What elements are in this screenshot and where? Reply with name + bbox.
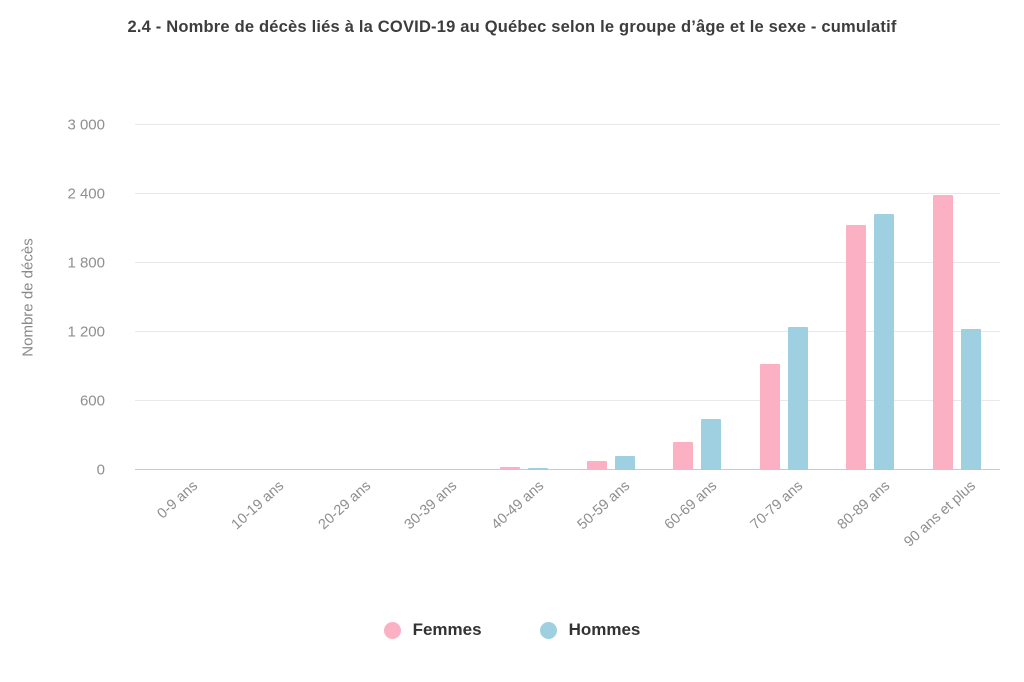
bar-hommes-40-49-ans [528,467,549,470]
bar-femmes-50-59-ans [586,461,607,470]
legend-swatch-femmes-icon [383,621,401,639]
bar-femmes-60-69-ans [673,442,694,470]
bar-group-60-69-ans [654,125,741,470]
plot-area [135,124,1000,470]
x-axis-label-10-19-ans: 10-19 ans [228,478,288,534]
y-tick-label-0: 0 [96,461,105,479]
legend-label-femmes: Femmes [412,620,482,639]
x-axis-label-80-89-ans: 80-89 ans [834,478,893,534]
gridline-3000 [135,124,1000,125]
x-axis-label-50-59-ans: 50-59 ans [574,478,634,534]
bar-group-70-79-ans [741,125,828,470]
bar-femmes-40-49-ans [500,467,521,470]
bar-hommes-50-59-ans [614,456,635,470]
y-tick-label-1800: 1 800 [67,254,105,272]
gridline-2400 [135,193,1000,194]
x-axis-label-90-ans-et-plus: 90 ans et plus [901,478,980,551]
y-tick-label-2400: 2 400 [67,185,105,203]
x-axis-label-60-69-ans: 60-69 ans [661,478,720,534]
y-tick-label-3000: 3 000 [67,116,105,134]
x-axis-label-0-9-ans: 0-9 ans [154,478,201,523]
bar-hommes-80-89-ans [874,213,895,470]
x-axis-label-40-49-ans: 40-49 ans [488,478,547,534]
gridline-0 [135,469,1000,470]
bar-group-30-39-ans [395,125,482,470]
bar-femmes-90-ans-et-plus [932,195,953,470]
y-tick-label-1200: 1 200 [67,323,105,341]
y-tick-label-600: 600 [79,392,105,410]
x-axis-labels: 0-9 ans 10-19 ans 20-29 ans 30-39 ans 40-49 … [135,478,1000,578]
x-axis-label-20-29-ans: 20-29 ans [315,478,374,534]
legend-item-hommes: Hommes [539,620,641,640]
legend-item-femmes: Femmes [383,620,482,640]
gridline-600 [135,400,1000,401]
bar-group-0-9-ans [135,125,222,470]
y-axis-ticks: 0 600 1 200 1 800 2 400 3 000 [0,117,105,479]
legend-label-hommes: Hommes [568,620,641,639]
x-axis-label-70-79-ans: 70-79 ans [747,478,807,534]
bar-hommes-70-79-ans [787,327,808,470]
bar-femmes-70-79-ans [759,364,780,470]
bar-group-20-29-ans [308,125,395,470]
bar-group-10-19-ans [222,125,309,470]
legend: Femmes Hommes [0,620,1024,640]
x-axis-label-30-39-ans: 30-39 ans [401,478,461,534]
bar-group-90-ans-et-plus [914,125,1001,470]
bar-group-80-89-ans [827,125,914,470]
bars-container [135,125,1000,470]
gridline-1800 [135,262,1000,263]
bar-hommes-90-ans-et-plus [960,328,981,470]
bar-group-40-49-ans [481,125,568,470]
legend-swatch-hommes-icon [539,621,557,639]
bar-hommes-60-69-ans [701,419,722,470]
chart-title: 2.4 - Nombre de décès liés à la COVID-19… [127,18,897,36]
gridline-1200 [135,331,1000,332]
bar-femmes-80-89-ans [846,225,867,470]
bar-group-50-59-ans [568,125,655,470]
